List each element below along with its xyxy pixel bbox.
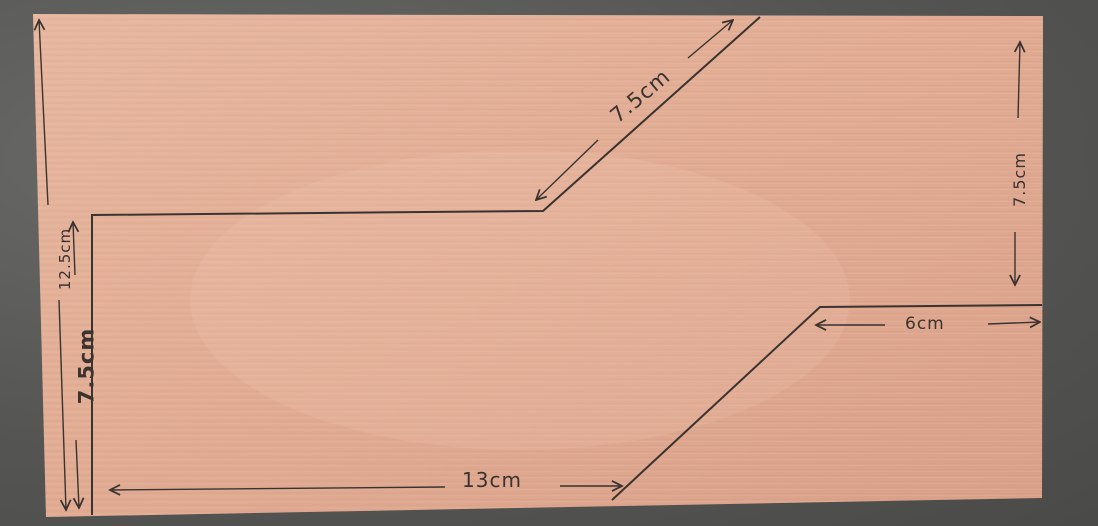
label-right-step: 6cm — [905, 314, 945, 334]
cut-line-lower — [611, 304, 1043, 501]
dimension-arrow-left-outer-bottom — [58, 299, 66, 510]
dimension-arrow-diagonal-lower — [536, 139, 599, 200]
label-left-inner: 7.5cm — [74, 327, 99, 405]
dimension-arrow-right-top — [1018, 42, 1020, 119]
board-highlight — [190, 150, 850, 450]
label-bottom: 13cm — [462, 468, 522, 492]
label-left-outer: 12.5cm — [56, 227, 75, 291]
dimension-arrow-left-inner-bottom — [76, 439, 79, 508]
cut-line-upper — [91, 16, 761, 515]
dimension-arrow-diagonal-upper — [687, 20, 733, 59]
dimension-arrow-left-inner-top — [73, 222, 75, 276]
dimension-arrow-left-outer-top — [39, 20, 49, 206]
label-right-side: 7.5cm — [1009, 152, 1029, 207]
dimension-arrow-bottom-left — [110, 487, 446, 490]
board-grain — [33, 14, 1043, 517]
dimension-arrow-step-right — [987, 322, 1040, 324]
